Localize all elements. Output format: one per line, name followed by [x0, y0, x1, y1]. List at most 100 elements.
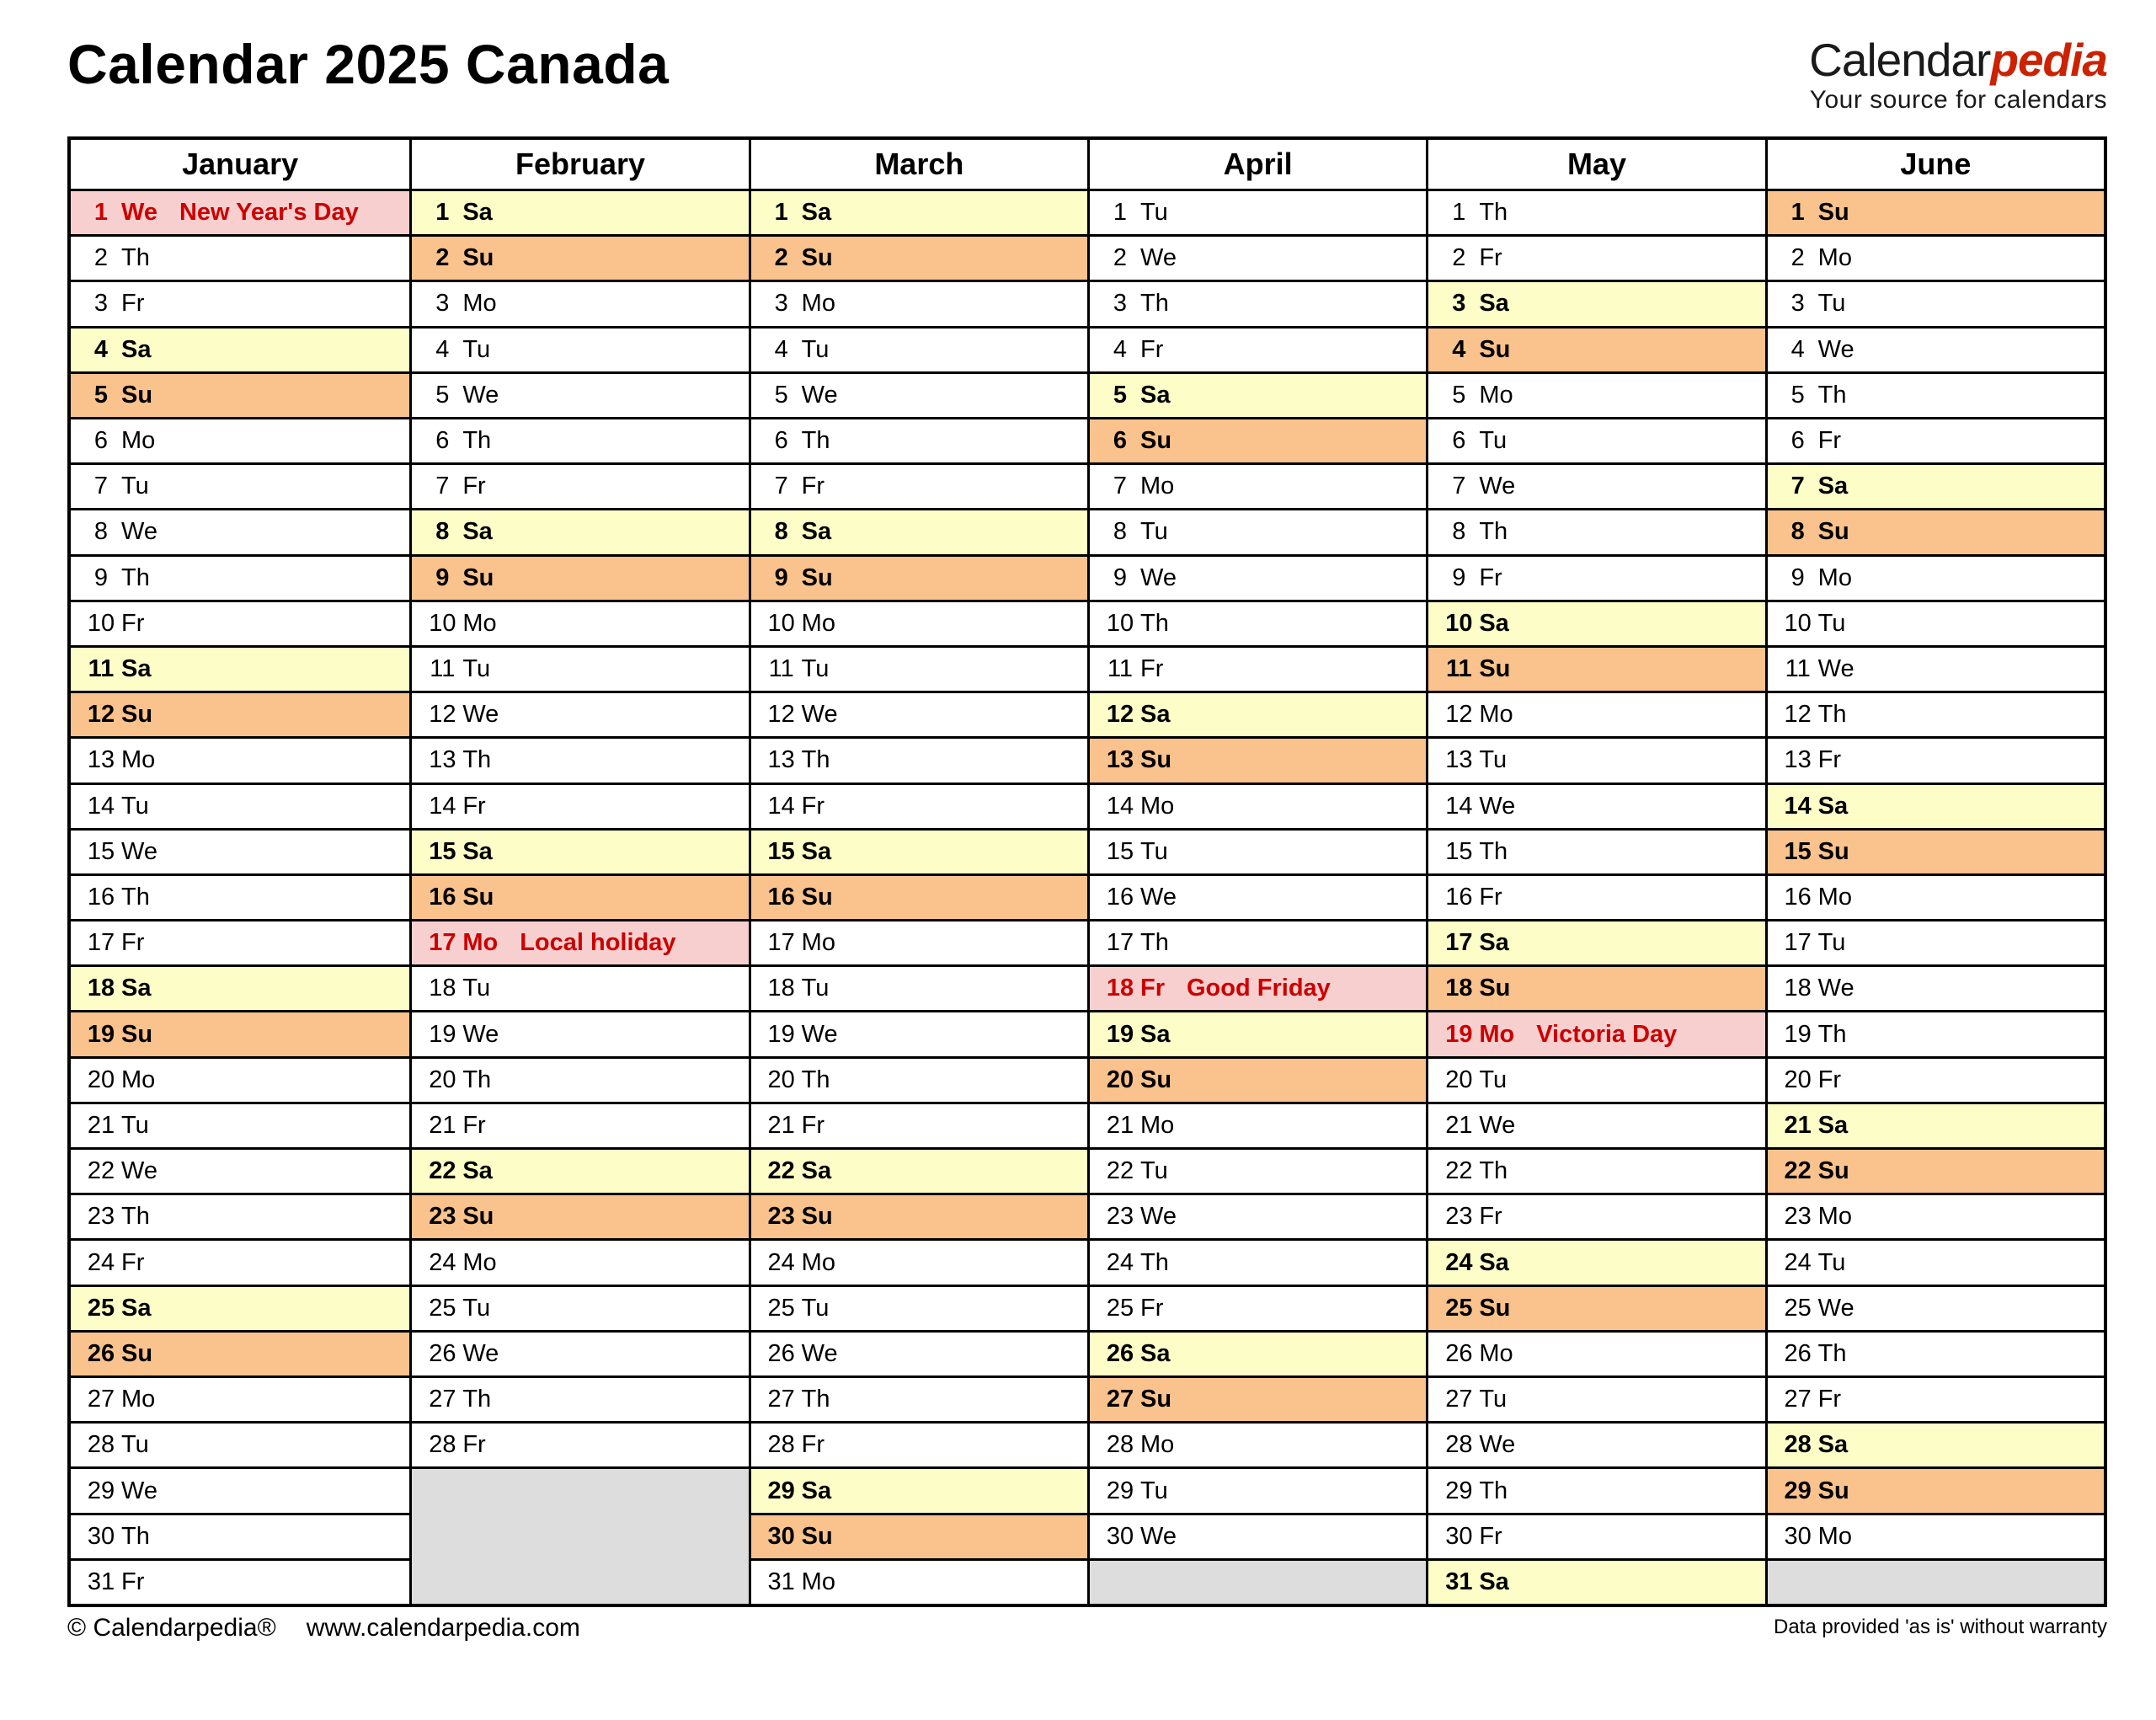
day-cell-january-1: 1 We New Year's Day [71, 189, 410, 235]
weekday-label: Th [121, 1203, 150, 1231]
day-cell-march-29: 29 Sa [750, 1466, 1087, 1513]
day-cell-march-14: 14 Fr [750, 782, 1087, 828]
day-cell-january-4: 4 Sa [71, 325, 410, 371]
day-number: 18 [1784, 975, 1812, 1002]
day-cell-april-2: 2 We [1090, 234, 1427, 280]
weekday-label: Sa [1140, 701, 1171, 729]
day-number: 7 [774, 473, 788, 500]
day-cell-april-6: 6 Su [1090, 416, 1427, 463]
day-cell-february-18: 18 Tu [412, 964, 749, 1010]
day-number: 31 [767, 1568, 795, 1595]
weekday-label: Mo [121, 1386, 156, 1413]
day-cell-may-15: 15 Th [1428, 827, 1765, 873]
weekday-label: Sa [462, 837, 493, 865]
day-number: 9 [435, 564, 450, 591]
day-number: 4 [93, 335, 109, 363]
day-number: 29 [1445, 1477, 1473, 1504]
day-number: 13 [767, 746, 795, 774]
day-number: 6 [1113, 427, 1128, 455]
day-number: 30 [1784, 1522, 1812, 1550]
day-cell-february-24: 24 Mo [412, 1238, 749, 1284]
day-cell-may-18: 18 Su [1428, 964, 1765, 1011]
month-header-march: March [874, 147, 964, 181]
day-number: 22 [87, 1157, 115, 1185]
weekday-label: Mo [801, 1248, 835, 1276]
weekday-label: Th [1817, 1020, 1847, 1048]
day-number: 1 [1452, 199, 1466, 227]
day-cell-march-13: 13 Th [750, 736, 1087, 782]
weekday-label: Tu [801, 655, 830, 683]
day-cell-april-13: 13 Su [1090, 736, 1427, 783]
day-number: 5 [93, 381, 109, 409]
day-number: 18 [1445, 975, 1473, 1002]
day-cell-april-4: 4 Fr [1090, 325, 1427, 371]
weekday-label: Su [1479, 655, 1511, 683]
day-cell-june-9: 9 Mo [1767, 553, 2104, 600]
day-cell-january-7: 7 Tu [71, 462, 410, 508]
day-number: 21 [429, 1111, 456, 1139]
day-cell-march-20: 20 Th [750, 1055, 1087, 1102]
day-number: 26 [429, 1339, 456, 1367]
day-number: 1 [774, 199, 788, 227]
weekday-label: Fr [121, 1568, 145, 1595]
day-cell-june-12: 12 Th [1767, 691, 2104, 736]
day-number: 13 [87, 746, 115, 774]
day-number: 29 [767, 1477, 795, 1504]
day-cell-march-10: 10 Mo [750, 599, 1087, 645]
weekday-label: Tu [1817, 609, 1846, 637]
day-cell-march-5: 5 We [750, 371, 1087, 417]
month-column-april: April 1 Tu 2 We 3 Th 4 Fr 5 Sa 6 Su 7 Mo 8 Tu 9 We 10 Th 11 Fr… [1087, 140, 1427, 1604]
day-number: 25 [429, 1294, 456, 1322]
day-number: 28 [1784, 1431, 1812, 1459]
weekday-label: Su [1140, 746, 1172, 774]
empty-cell-february [412, 1466, 749, 1604]
weekday-label: Sa [1479, 929, 1509, 957]
weekday-label: Mo [1140, 792, 1175, 820]
weekday-label: Tu [121, 1111, 149, 1139]
day-number: 25 [1106, 1294, 1134, 1322]
day-cell-february-5: 5 We [412, 371, 749, 417]
day-cell-june-25: 25 We [1767, 1284, 2104, 1330]
holiday-label: New Year's Day [179, 199, 359, 227]
day-cell-may-3: 3 Sa [1428, 280, 1765, 326]
weekday-label: Su [121, 701, 153, 729]
day-cell-january-30: 30 Th [71, 1512, 410, 1558]
day-cell-january-22: 22 We [71, 1147, 410, 1193]
holiday-label: Good Friday [1187, 975, 1331, 1002]
weekday-label: Th [462, 1386, 492, 1413]
day-number: 17 [429, 929, 456, 957]
weekday-label: We [121, 518, 157, 546]
day-cell-june-11: 11 We [1767, 644, 2104, 691]
day-number: 13 [1445, 746, 1473, 774]
day-number: 5 [774, 381, 788, 409]
day-cell-february-2: 2 Su [412, 234, 749, 280]
footer-copyright: © Calendarpedia® www.calendarpedia.com [67, 1614, 580, 1643]
weekday-label: We [1140, 883, 1177, 911]
day-number: 27 [1784, 1386, 1812, 1413]
day-cell-march-28: 28 Fr [750, 1421, 1087, 1466]
day-number: 2 [1452, 244, 1466, 272]
weekday-label: Tu [1140, 199, 1168, 227]
day-cell-april-17: 17 Th [1090, 919, 1427, 964]
weekday-label: Th [1479, 518, 1508, 546]
day-number: 6 [774, 427, 788, 455]
day-cell-march-1: 1 Sa [750, 189, 1087, 235]
day-number: 14 [1445, 792, 1473, 820]
weekday-label: Tu [121, 792, 149, 820]
day-number: 26 [87, 1339, 115, 1367]
day-number: 12 [1445, 701, 1473, 729]
day-number: 14 [87, 792, 115, 820]
weekday-label: Mo [462, 609, 497, 637]
day-cell-may-8: 8 Th [1428, 508, 1765, 553]
day-cell-may-1: 1 Th [1428, 189, 1765, 234]
day-cell-march-2: 2 Su [750, 234, 1087, 280]
day-cell-april-25: 25 Fr [1090, 1284, 1427, 1330]
weekday-label: Th [1479, 837, 1508, 865]
weekday-label: Mo [1479, 381, 1513, 409]
weekday-label: We [1140, 244, 1177, 272]
day-cell-may-29: 29 Th [1428, 1466, 1765, 1512]
day-number: 30 [1106, 1522, 1134, 1550]
day-number: 16 [429, 883, 456, 911]
weekday-label: Tu [1817, 290, 1846, 318]
day-number: 14 [1106, 792, 1134, 820]
